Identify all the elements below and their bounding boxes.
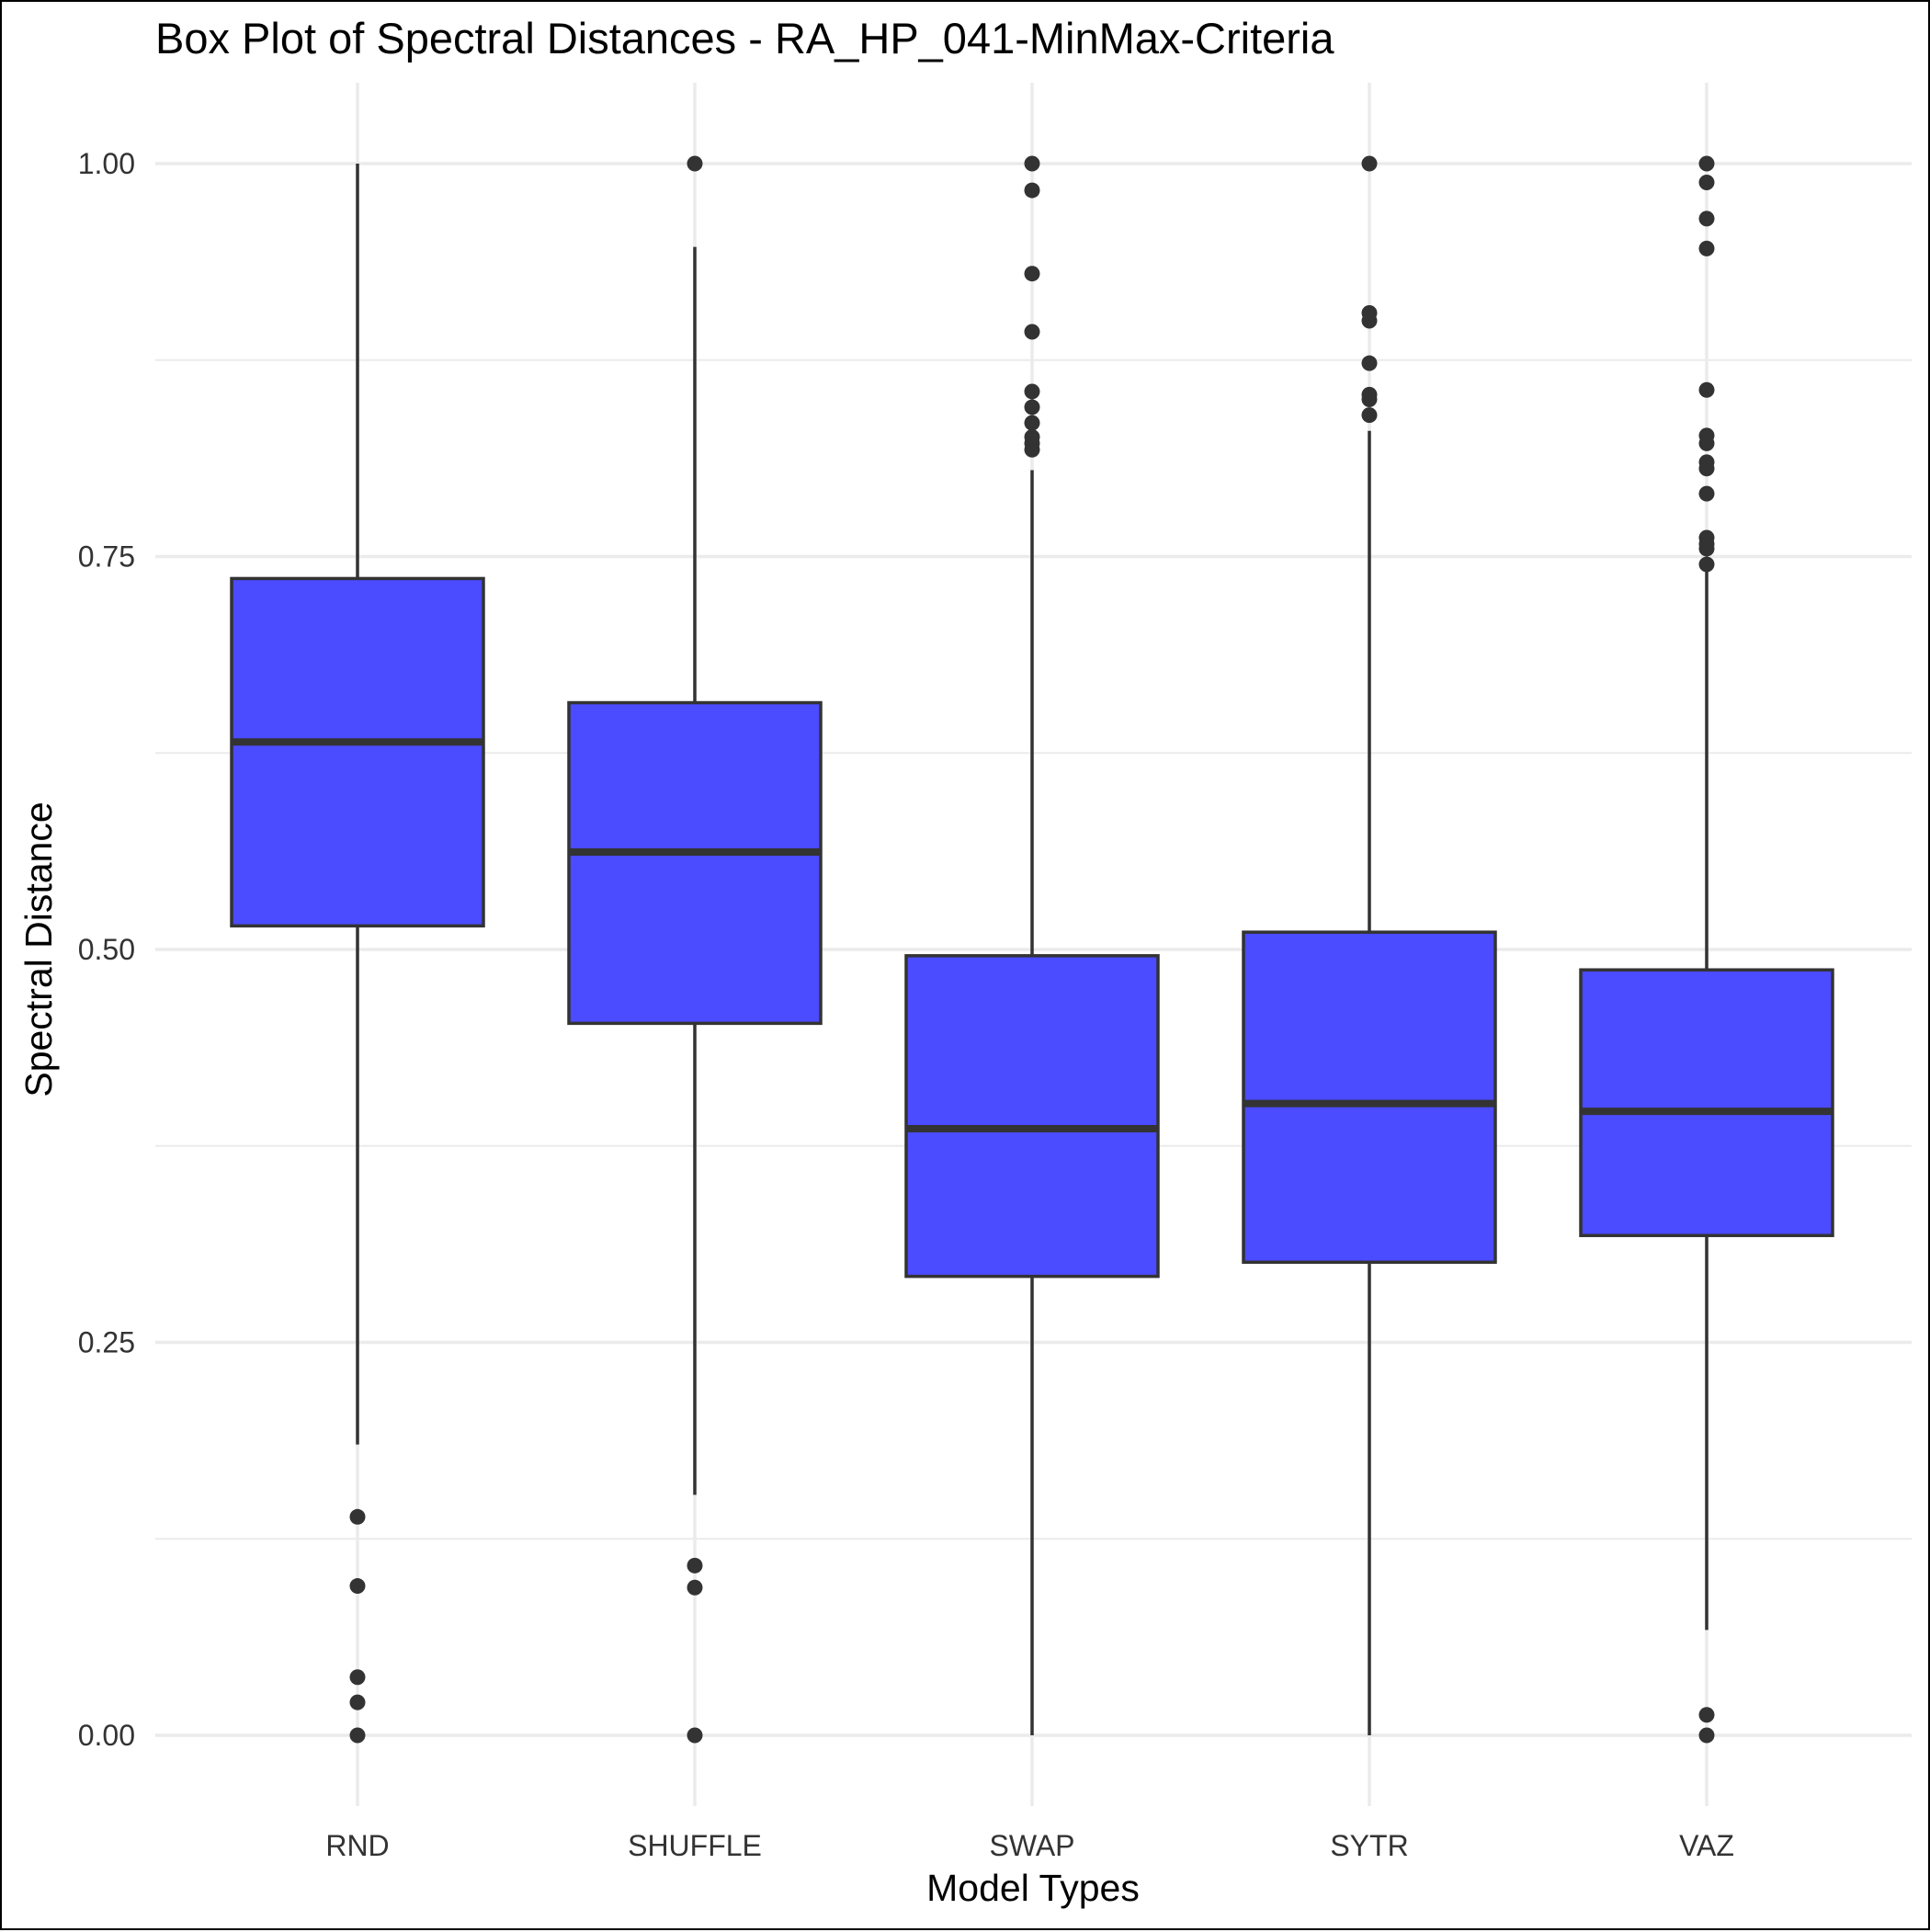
x-tick-label: RND bbox=[325, 1829, 389, 1862]
outlier-point bbox=[1698, 175, 1715, 191]
iqr-box bbox=[1579, 968, 1834, 1237]
outlier-point bbox=[687, 1727, 703, 1744]
outlier-point bbox=[1361, 304, 1378, 321]
outlier-point bbox=[1361, 155, 1378, 172]
outlier-point bbox=[1698, 1707, 1715, 1723]
outlier-point bbox=[1024, 324, 1040, 340]
x-tick-label: SYTR bbox=[1330, 1829, 1408, 1862]
outlier-point bbox=[349, 1578, 366, 1595]
iqr-box bbox=[904, 954, 1160, 1279]
box-vaz bbox=[1579, 155, 1834, 1744]
outlier-point bbox=[349, 1694, 366, 1710]
outlier-point bbox=[1698, 556, 1715, 573]
outlier-point bbox=[349, 1727, 366, 1744]
outlier-point bbox=[1024, 182, 1040, 199]
iqr-box bbox=[567, 700, 823, 1026]
outlier-point bbox=[1698, 155, 1715, 172]
y-axis-title: Spectral Distance bbox=[17, 801, 60, 1097]
outlier-point bbox=[1024, 266, 1040, 282]
outlier-point bbox=[1698, 529, 1715, 546]
x-tick-label: SHUFFLE bbox=[628, 1829, 762, 1862]
x-tick-label: VAZ bbox=[1679, 1829, 1734, 1862]
outlier-point bbox=[1698, 454, 1715, 471]
outlier-point bbox=[1698, 240, 1715, 256]
x-axis-ticks: RND SHUFFLE SWAP SYTR VAZ bbox=[325, 1829, 1734, 1862]
box-shuffle bbox=[567, 155, 823, 1744]
outlier-point bbox=[1024, 429, 1040, 446]
box-sytr bbox=[1242, 155, 1497, 1735]
outlier-point bbox=[349, 1669, 366, 1686]
outlier-point bbox=[687, 155, 703, 172]
outlier-point bbox=[1698, 210, 1715, 227]
outlier-point bbox=[1698, 381, 1715, 398]
outlier-point bbox=[1698, 1727, 1715, 1744]
outlier-point bbox=[1361, 407, 1378, 424]
outlier-point bbox=[1024, 415, 1040, 431]
x-tick-label: SWAP bbox=[989, 1829, 1074, 1862]
outlier-point bbox=[1024, 399, 1040, 415]
outlier-point bbox=[1024, 383, 1040, 400]
x-axis-title: Model Types bbox=[926, 1867, 1140, 1909]
outlier-point bbox=[1698, 427, 1715, 444]
box-swap bbox=[904, 155, 1160, 1735]
y-tick-label: 0.75 bbox=[78, 540, 135, 574]
outlier-point bbox=[1024, 155, 1040, 172]
y-axis-ticks: 0.00 0.25 0.50 0.75 1.00 bbox=[78, 147, 135, 1752]
y-tick-label: 0.00 bbox=[78, 1719, 135, 1752]
outlier-point bbox=[349, 1508, 366, 1525]
y-tick-label: 0.50 bbox=[78, 933, 135, 966]
box-rnd bbox=[230, 164, 485, 1744]
boxes bbox=[230, 155, 1834, 1744]
chart-title: Box Plot of Spectral Distances - RA_HP_0… bbox=[155, 14, 1334, 63]
iqr-box bbox=[230, 576, 485, 928]
y-tick-label: 0.25 bbox=[78, 1326, 135, 1359]
outlier-point bbox=[687, 1579, 703, 1596]
outlier-point bbox=[1698, 485, 1715, 502]
iqr-box bbox=[1242, 930, 1497, 1265]
y-tick-label: 1.00 bbox=[78, 147, 135, 180]
outlier-point bbox=[1361, 355, 1378, 371]
outlier-point bbox=[1361, 386, 1378, 403]
outlier-point bbox=[687, 1557, 703, 1574]
